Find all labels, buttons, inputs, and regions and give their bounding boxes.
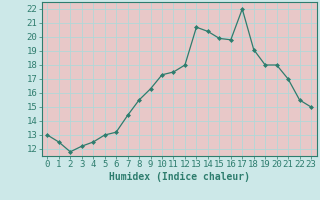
X-axis label: Humidex (Indice chaleur): Humidex (Indice chaleur) (109, 172, 250, 182)
